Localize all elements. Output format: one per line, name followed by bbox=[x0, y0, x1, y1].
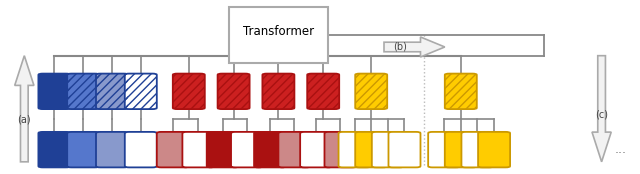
FancyBboxPatch shape bbox=[339, 132, 371, 167]
Text: (a): (a) bbox=[17, 114, 31, 124]
Text: (c): (c) bbox=[595, 109, 608, 119]
FancyBboxPatch shape bbox=[125, 132, 157, 167]
FancyBboxPatch shape bbox=[157, 132, 189, 167]
Text: ...: ... bbox=[615, 143, 627, 156]
FancyBboxPatch shape bbox=[307, 74, 339, 109]
FancyBboxPatch shape bbox=[173, 74, 205, 109]
FancyBboxPatch shape bbox=[262, 74, 294, 109]
FancyBboxPatch shape bbox=[428, 132, 460, 167]
Polygon shape bbox=[15, 56, 34, 162]
Polygon shape bbox=[592, 56, 611, 162]
FancyBboxPatch shape bbox=[207, 132, 239, 167]
FancyBboxPatch shape bbox=[445, 74, 477, 109]
FancyBboxPatch shape bbox=[300, 132, 332, 167]
FancyBboxPatch shape bbox=[355, 132, 387, 167]
FancyBboxPatch shape bbox=[278, 132, 310, 167]
FancyBboxPatch shape bbox=[254, 132, 286, 167]
FancyBboxPatch shape bbox=[38, 74, 70, 109]
FancyBboxPatch shape bbox=[67, 132, 99, 167]
FancyBboxPatch shape bbox=[182, 132, 214, 167]
FancyBboxPatch shape bbox=[372, 132, 404, 167]
FancyBboxPatch shape bbox=[96, 74, 128, 109]
FancyBboxPatch shape bbox=[478, 132, 510, 167]
FancyBboxPatch shape bbox=[461, 132, 493, 167]
Text: Transformer: Transformer bbox=[243, 25, 314, 38]
Text: (b): (b) bbox=[394, 42, 407, 52]
FancyBboxPatch shape bbox=[355, 74, 387, 109]
FancyBboxPatch shape bbox=[218, 74, 250, 109]
FancyBboxPatch shape bbox=[324, 132, 356, 167]
FancyBboxPatch shape bbox=[229, 7, 328, 63]
FancyBboxPatch shape bbox=[231, 132, 263, 167]
FancyBboxPatch shape bbox=[125, 74, 157, 109]
FancyBboxPatch shape bbox=[96, 132, 128, 167]
FancyBboxPatch shape bbox=[67, 74, 99, 109]
Polygon shape bbox=[384, 37, 445, 57]
FancyBboxPatch shape bbox=[388, 132, 420, 167]
FancyBboxPatch shape bbox=[445, 132, 477, 167]
FancyBboxPatch shape bbox=[38, 132, 70, 167]
